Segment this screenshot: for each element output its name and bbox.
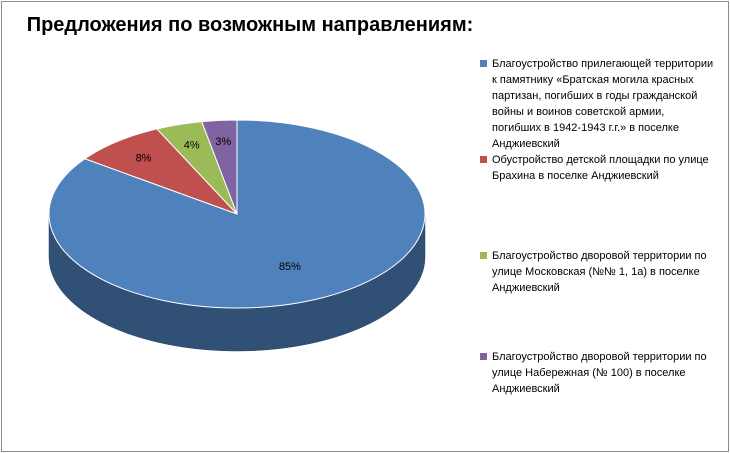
data-label: 3% [215,136,231,148]
legend-label: Благоустройство дворовой территории по у… [492,351,707,395]
legend-swatch [480,156,487,163]
legend-swatch [480,60,487,67]
data-label: 8% [136,153,152,165]
legend-label: Обустройство детской площадки по улице Б… [492,154,709,182]
data-label: 85% [279,261,301,273]
data-label: 4% [184,139,200,151]
legend-item-playground: Обустройство детской площадки по улице Б… [480,152,716,184]
legend-swatch [480,353,487,360]
legend-swatch [480,252,487,259]
legend-item-moskovskaya: Благоустройство дворовой территории по у… [480,248,716,296]
chart-title: Предложения по возможным направлениям: [26,14,474,36]
pie-slice [83,128,238,215]
legend-item-monument: Благоустройство прилегающей территории к… [480,56,716,152]
pie-slice [201,119,238,215]
legend-item-naberezhnaya: Благоустройство дворовой территории по у… [480,349,716,397]
legend-label: Благоустройство прилегающей территории к… [492,58,714,150]
legend-label: Благоустройство дворовой территории по у… [492,250,707,294]
